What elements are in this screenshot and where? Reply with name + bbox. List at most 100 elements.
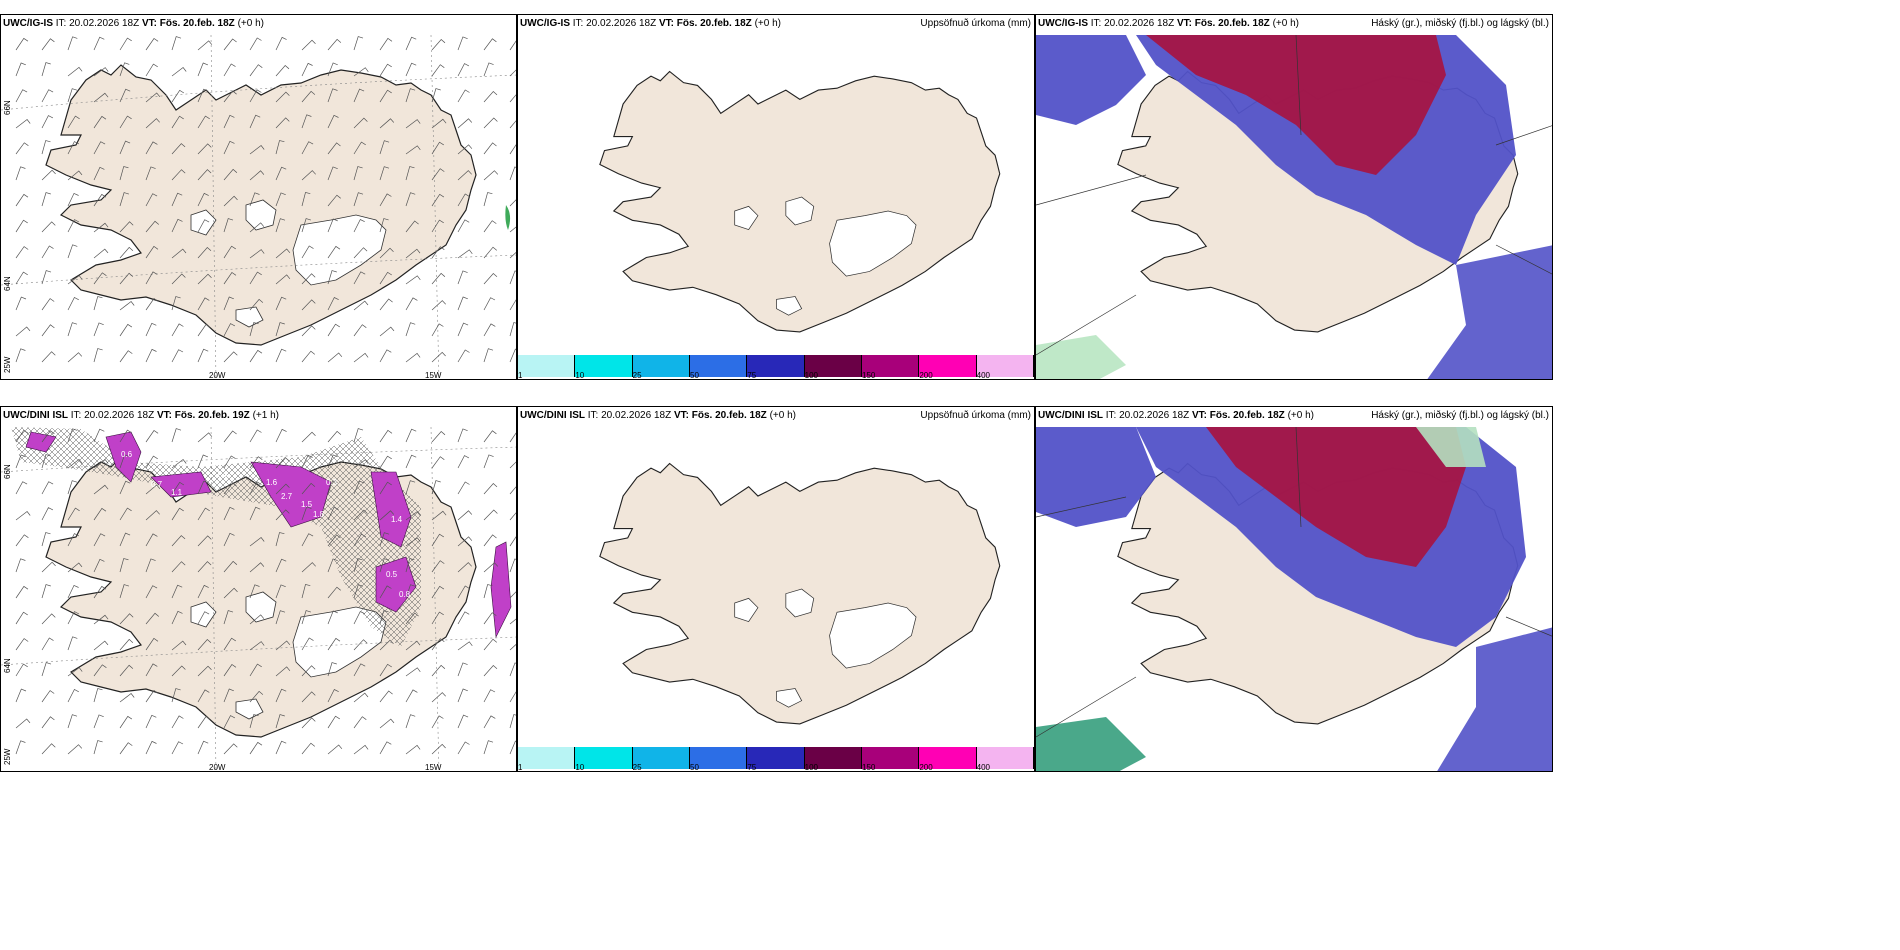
wind-barb <box>171 143 186 155</box>
wind-barb <box>119 613 134 625</box>
wind-barb <box>275 140 285 155</box>
wind-barb <box>275 714 285 729</box>
wind-barb <box>223 637 236 651</box>
cloud-map <box>1036 426 1552 771</box>
wind-barb <box>41 324 55 337</box>
wind-barb <box>327 352 343 363</box>
wind-barb <box>509 618 516 625</box>
wind-barb <box>93 222 109 233</box>
wind-barb <box>67 115 80 129</box>
wind-barb <box>223 114 235 129</box>
wind-barb <box>379 326 395 337</box>
wind-barb <box>171 36 182 51</box>
wind-barb <box>67 88 78 103</box>
colorbar-swatch <box>518 747 576 769</box>
wind-barb <box>431 743 446 755</box>
wind-barb <box>483 220 497 233</box>
wind-barb <box>93 296 103 311</box>
panel-title: Háský (gr.), miðský (fj.bl.) og lágský (… <box>1371 410 1549 421</box>
wind-barb <box>405 322 416 337</box>
wind-barb <box>171 323 184 337</box>
wind-barb <box>483 689 496 703</box>
wind-barb <box>41 115 54 129</box>
wind-barb <box>483 117 498 129</box>
colorbar-level-label: 150 <box>862 763 876 772</box>
wind-barb <box>67 428 78 443</box>
wind-barb <box>405 558 415 573</box>
wind-barb <box>41 454 51 469</box>
wind-barb <box>509 591 516 599</box>
wind-barb <box>41 38 55 51</box>
precip-colorbar <box>518 747 1034 769</box>
wind-barb <box>67 66 83 77</box>
wind-barb <box>145 740 157 755</box>
wind-barb <box>431 39 446 51</box>
wind-barb <box>327 480 338 495</box>
wind-barb <box>145 533 158 547</box>
wind-barb <box>327 689 339 703</box>
wind-barb <box>197 716 211 729</box>
wind-barb <box>197 247 212 259</box>
wind-barb <box>249 481 262 495</box>
wind-barb <box>457 428 468 443</box>
wind-barb <box>145 63 158 77</box>
wind-barb <box>249 37 262 51</box>
wind-barb <box>509 691 516 703</box>
wind-barb <box>405 667 421 677</box>
wind-barb <box>41 140 51 155</box>
wind-barb <box>93 115 107 129</box>
wind-barb <box>15 166 26 181</box>
wind-barb <box>483 348 494 363</box>
wind-barb <box>197 169 212 181</box>
wind-barb <box>197 297 210 311</box>
panel-title: Uppsöfnuð úrkoma (mm) <box>920 18 1031 29</box>
lat-label-64n: 64N <box>3 658 12 673</box>
wind-barb <box>509 226 516 233</box>
wind-barb <box>67 507 80 521</box>
wind-barb <box>171 89 185 103</box>
wind-barb <box>197 689 210 703</box>
panel-title: Háský (gr.), miðský (fj.bl.) og lágský (… <box>1371 18 1549 29</box>
wind-barb <box>457 296 468 311</box>
wind-barb <box>41 690 55 703</box>
wind-barb <box>93 36 105 51</box>
wind-barb <box>171 610 183 625</box>
wind-barb <box>15 558 26 573</box>
wind-barb <box>457 270 468 285</box>
wind-barb <box>275 166 287 181</box>
contour-label: 0.7 <box>151 480 163 489</box>
wind-barb <box>249 741 263 755</box>
wind-barb <box>509 322 516 337</box>
panel-title: Uppsöfnuð úrkoma (mm) <box>920 410 1031 421</box>
wind-barb <box>431 351 446 363</box>
wind-barb <box>353 744 369 755</box>
wind-barb <box>431 510 447 521</box>
wind-barb <box>353 271 366 285</box>
wind-barb <box>327 534 341 547</box>
wind-barb <box>171 248 187 259</box>
precip-map <box>599 462 1001 725</box>
wind-barb <box>431 246 445 259</box>
wind-barb <box>405 88 416 103</box>
wind-barb <box>197 507 210 521</box>
wind-barb <box>327 88 338 103</box>
wind-barb <box>353 716 367 729</box>
wind-barb <box>171 741 184 755</box>
colorbar-swatch <box>575 355 633 377</box>
wind-barb <box>327 454 338 469</box>
wind-barb <box>197 273 212 285</box>
wind-barb <box>249 170 265 181</box>
wind-barb <box>353 166 363 181</box>
wind-barb <box>249 114 261 129</box>
lon-label-15w: 15W <box>425 763 442 772</box>
wind-barb <box>509 144 516 155</box>
wind-barb <box>197 115 210 129</box>
wind-barb <box>509 199 516 207</box>
wind-barb <box>249 456 263 469</box>
wind-barb <box>353 584 364 599</box>
wind-barb <box>15 119 31 129</box>
wind-barb <box>15 481 28 495</box>
wind-barb <box>301 141 314 155</box>
wind-barb <box>171 640 187 651</box>
wind-barb <box>249 145 265 155</box>
